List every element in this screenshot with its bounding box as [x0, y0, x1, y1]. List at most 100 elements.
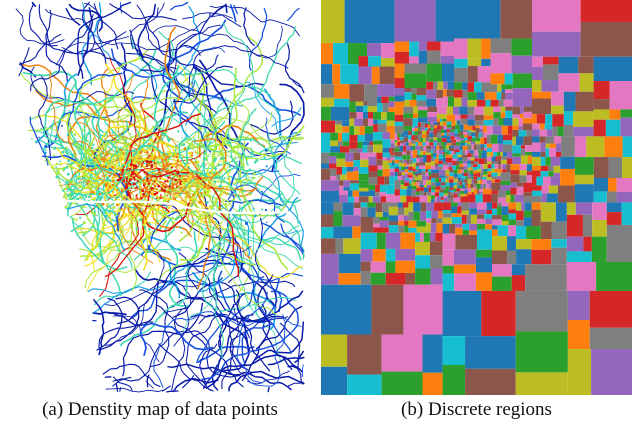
road-segment	[31, 1, 37, 7]
region-cell	[427, 116, 437, 123]
region-cell	[434, 202, 443, 211]
region-cell	[381, 58, 395, 67]
region-cell	[462, 154, 468, 158]
density-point	[147, 139, 149, 141]
density-point	[166, 181, 168, 183]
region-cell	[382, 103, 389, 113]
region-cell	[462, 150, 466, 155]
region-cell	[379, 192, 387, 197]
density-point	[153, 192, 156, 196]
region-cell	[508, 225, 517, 237]
road-segment	[153, 64, 180, 143]
region-cell	[354, 196, 360, 203]
region-cell	[475, 141, 481, 145]
density-point	[116, 157, 119, 160]
region-cell	[402, 202, 409, 208]
road-segment	[73, 98, 86, 151]
density-point	[165, 170, 168, 173]
region-cell	[563, 124, 574, 137]
region-cell	[479, 128, 483, 133]
region-cell	[465, 150, 468, 155]
road-segment	[108, 78, 174, 153]
region-cell	[474, 106, 484, 115]
region-cell	[434, 145, 437, 150]
density-point	[84, 205, 87, 208]
region-cell	[446, 124, 452, 128]
density-point	[200, 179, 203, 182]
region-cell	[510, 170, 520, 175]
region-cell	[339, 190, 348, 196]
road-network	[15, 1, 305, 393]
region-cell	[476, 99, 486, 107]
region-cell	[592, 202, 607, 220]
road-segment	[235, 289, 271, 372]
region-cell	[394, 189, 400, 196]
density-point	[71, 153, 75, 157]
road-segment	[76, 1, 132, 79]
density-point	[197, 173, 200, 176]
density-point	[118, 178, 121, 181]
region-cell	[394, 156, 403, 160]
density-point	[53, 135, 57, 138]
region-cell	[446, 121, 452, 125]
road-segment	[84, 198, 105, 262]
region-cell	[433, 153, 437, 157]
density-point	[116, 184, 118, 187]
region-cell	[434, 159, 439, 164]
region-cell	[484, 214, 492, 219]
density-point	[191, 217, 194, 220]
region-cell	[505, 89, 513, 93]
density-point	[91, 177, 95, 180]
region-cell	[521, 202, 525, 211]
road-segment	[162, 386, 170, 392]
region-cell	[397, 172, 402, 176]
density-map-panel	[0, 0, 310, 395]
region-cell	[440, 118, 443, 122]
region-cell	[461, 97, 468, 107]
density-point	[163, 168, 166, 171]
region-cell	[471, 188, 474, 193]
region-cell	[586, 136, 605, 158]
density-point	[67, 195, 70, 198]
density-point	[135, 204, 138, 207]
region-cell	[452, 165, 456, 170]
region-cell	[500, 112, 506, 119]
region-cell	[409, 180, 412, 184]
region-cell	[553, 165, 561, 174]
region-cell	[411, 181, 415, 186]
road-segment	[279, 322, 303, 385]
density-point	[121, 154, 123, 157]
region-cell	[381, 334, 423, 372]
region-cell	[467, 183, 471, 189]
region-cell	[462, 184, 466, 189]
region-cell	[518, 130, 527, 137]
region-cell	[411, 196, 420, 203]
region-cell	[379, 66, 395, 85]
density-point	[93, 162, 96, 165]
road-segment	[91, 49, 157, 137]
road-segment	[117, 71, 181, 200]
density-point	[101, 175, 104, 177]
region-cell	[376, 152, 383, 160]
region-cell	[449, 195, 454, 198]
density-point	[87, 132, 91, 135]
region-cell	[480, 150, 483, 153]
density-point	[210, 147, 213, 151]
region-cell	[406, 189, 412, 196]
region-cell	[548, 171, 554, 177]
density-point	[171, 137, 174, 140]
road-segment	[284, 43, 305, 94]
region-cell	[574, 174, 594, 185]
density-point	[89, 173, 91, 176]
density-point	[90, 146, 94, 150]
region-cell	[434, 165, 439, 170]
region-cell	[454, 273, 476, 291]
density-point	[105, 173, 108, 175]
region-cell	[429, 175, 432, 181]
region-cell	[372, 196, 381, 203]
density-point	[139, 151, 143, 155]
region-cell	[566, 261, 597, 291]
region-cell	[491, 152, 494, 157]
region-cell	[467, 114, 475, 120]
region-cell	[411, 143, 416, 146]
